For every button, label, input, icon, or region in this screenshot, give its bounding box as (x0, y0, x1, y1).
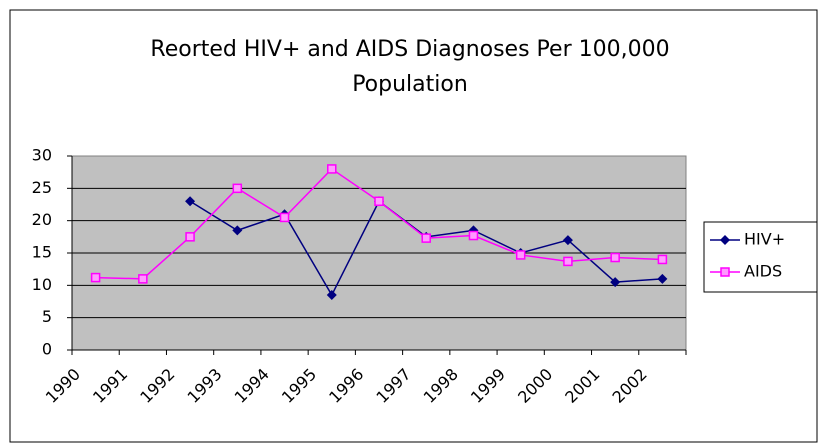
data-point (326, 290, 337, 301)
data-point (138, 274, 148, 284)
data-point (657, 273, 668, 284)
data-point (515, 250, 526, 260)
data-point (90, 272, 101, 283)
data-point (421, 233, 431, 243)
data-point (562, 235, 573, 246)
legend-marker (720, 267, 730, 277)
data-point (610, 277, 621, 288)
chart-title: Reorted HIV+ and AIDS Diagnoses Per 100,… (150, 37, 670, 97)
data-point (610, 252, 620, 263)
data-point (374, 196, 384, 207)
legend-marker (720, 235, 730, 245)
data-point (327, 164, 337, 174)
data-point (657, 254, 668, 265)
data-point (185, 232, 195, 242)
y-tick-label: 0 (42, 340, 52, 359)
y-tick-label: 10 (32, 275, 52, 294)
data-point (232, 225, 243, 236)
legend-label: HIV+ (744, 230, 785, 249)
legend-label: AIDS (744, 262, 782, 281)
y-tick-label: 20 (32, 210, 52, 229)
data-point (468, 230, 479, 241)
data-point (185, 196, 196, 207)
data-point (232, 183, 243, 194)
data-point (563, 256, 573, 267)
data-point (279, 212, 290, 223)
y-tick-label: 5 (42, 307, 52, 326)
y-tick-label: 25 (32, 178, 52, 197)
legend-box (703, 221, 818, 293)
y-tick-label: 30 (32, 146, 52, 165)
y-tick-label: 15 (32, 243, 52, 262)
